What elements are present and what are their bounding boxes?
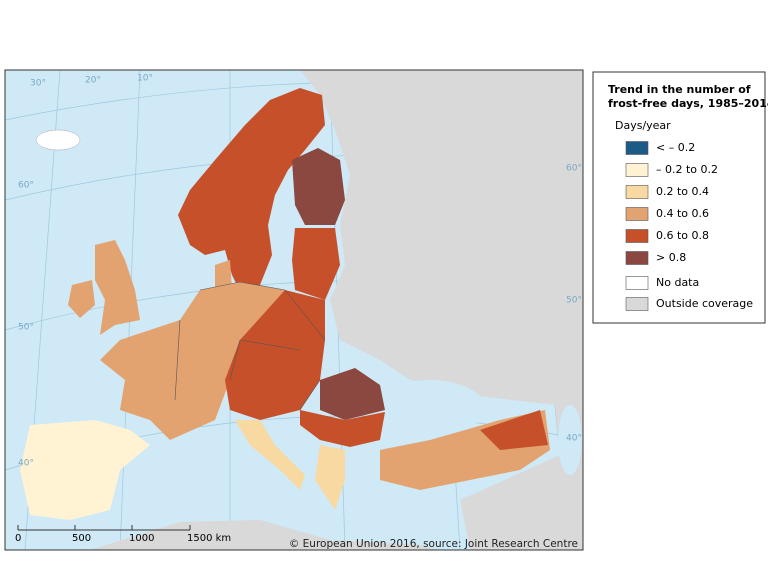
legend-label: No data — [656, 276, 699, 289]
iberia — [20, 420, 150, 520]
finland — [292, 148, 345, 225]
legend-title: frost-free days, 1985–2014 — [608, 97, 768, 110]
legend-label: – 0.2 to 0.2 — [656, 163, 718, 176]
legend-swatch — [625, 185, 649, 199]
scale-label: 1500 km — [187, 533, 231, 544]
legend-swatch — [625, 141, 649, 155]
scale-label: 500 — [72, 533, 91, 544]
map: 30° 20° 10° 60° 50° 40° 60° 50° 40° 0 500 1000 1500… — [5, 70, 583, 550]
denmark — [215, 260, 232, 292]
italy — [235, 420, 305, 490]
graticule-label: 20° — [85, 76, 101, 86]
legend-swatch — [625, 251, 649, 265]
great-britain — [95, 240, 140, 335]
scandinavia — [178, 88, 325, 295]
legend-box — [592, 71, 766, 324]
graticule-label: 40° — [18, 459, 34, 469]
legend-label: > 0.8 — [656, 251, 686, 264]
legend-swatch — [625, 163, 649, 177]
graticule-label: 10° — [137, 74, 153, 84]
map-frame — [4, 69, 584, 551]
balkans — [300, 410, 385, 447]
graticule-label: 50° — [18, 323, 34, 333]
scale-label: 1000 — [129, 533, 154, 544]
outside-coverage-land — [300, 70, 583, 550]
legend-unit: Days/year — [615, 119, 671, 132]
east-turkey — [480, 410, 548, 450]
graticule-label: 30° — [30, 79, 46, 89]
legend-swatch — [625, 276, 649, 290]
legend-label: < – 0.2 — [656, 141, 695, 154]
central-europe — [225, 290, 325, 420]
legend-swatch — [625, 297, 649, 311]
legend-label: 0.2 to 0.4 — [656, 185, 709, 198]
legend-title: Trend in the number of — [608, 83, 751, 96]
greece — [315, 445, 345, 510]
scale-bar: 0 500 1000 1500 km — [15, 525, 231, 544]
graticule-label: 60° — [18, 181, 34, 191]
graticule-label: 40° — [566, 434, 582, 444]
legend: Trend in the number of frost-free days, … — [592, 71, 768, 324]
legend-swatch — [625, 229, 649, 243]
ireland — [68, 280, 95, 318]
graticule-labels: 30° 20° 10° 60° 50° 40° 60° 50° 40° — [18, 74, 582, 469]
caspian-sea — [558, 405, 582, 475]
legend-swatch — [625, 207, 649, 221]
baltic-states — [292, 228, 340, 300]
legend-label: 0.4 to 0.6 — [656, 207, 709, 220]
iceland — [35, 129, 81, 151]
legend-label: Outside coverage — [656, 297, 753, 310]
romania — [320, 368, 385, 420]
graticule-label: 50° — [566, 296, 582, 306]
western-europe — [100, 282, 290, 440]
scale-label: 0 — [15, 533, 21, 544]
credit: © European Union 2016, source: Joint Res… — [289, 538, 578, 550]
africa — [90, 520, 440, 550]
black-sea — [375, 380, 485, 436]
legend-label: 0.6 to 0.8 — [656, 229, 709, 242]
borders — [174, 281, 326, 411]
graticule-label: 60° — [566, 164, 582, 174]
